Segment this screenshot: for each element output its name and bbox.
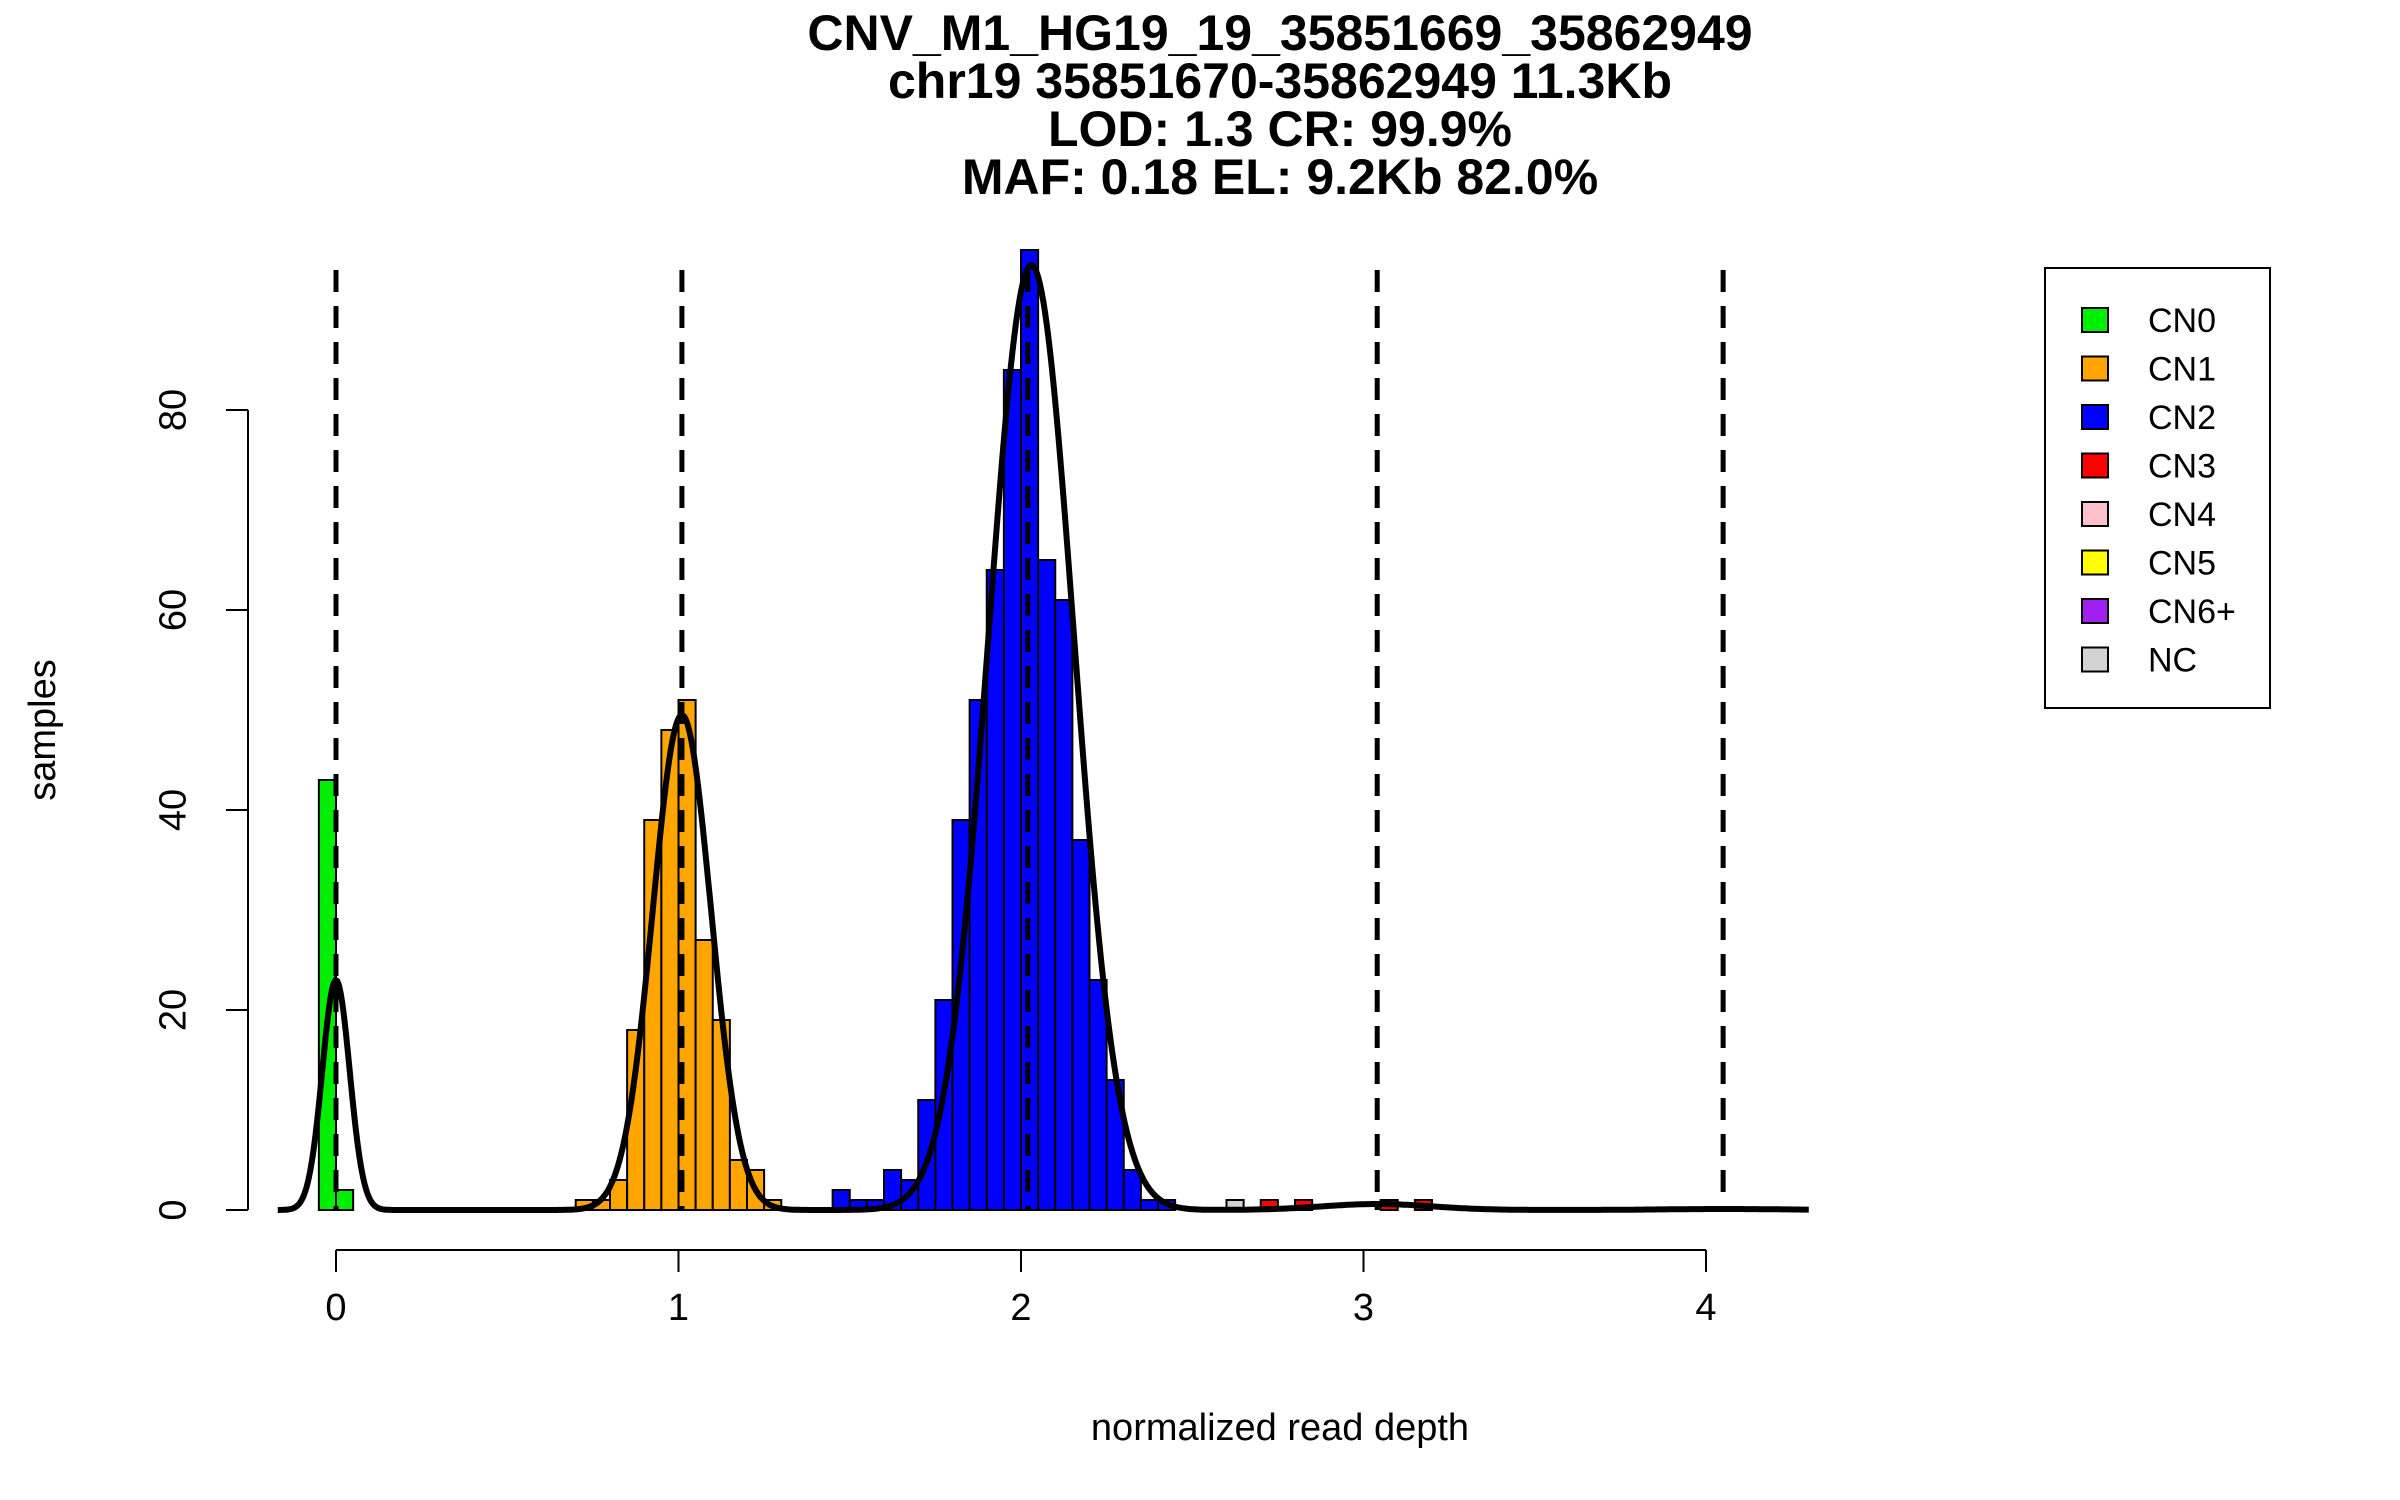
y-tick-label-60: 60 (152, 589, 194, 631)
bar-cn2 (1122, 1169, 1142, 1211)
x-tick-label-3: 3 (1353, 1287, 1374, 1329)
title-line-4: MAF: 0.18 EL: 9.2Kb 82.0% (962, 149, 1598, 205)
legend-swatch-cn0 (2081, 307, 2109, 333)
y-tick-label-80: 80 (152, 389, 194, 431)
mixture-fit-curve (277, 261, 1809, 1213)
x-tick-label-0: 0 (325, 1287, 346, 1329)
legend-swatch-nc (2081, 646, 2109, 673)
x-tick-label-2: 2 (1010, 1287, 1031, 1329)
bar-cn2 (1002, 369, 1022, 1211)
legend-swatch-cn5 (2081, 549, 2109, 576)
bar-cn2 (1037, 559, 1057, 1211)
bar-cn2 (985, 569, 1005, 1211)
x-axis-label: normalized read depth (1091, 1407, 1469, 1449)
legend-swatch-cn2 (2081, 404, 2109, 430)
legend-box (2044, 267, 2271, 709)
legend-label-cn1: CN1 (2148, 351, 2216, 389)
y-tick-label-40: 40 (152, 789, 194, 831)
bar-cn1 (694, 939, 714, 1211)
y-tick-label-0: 0 (152, 1199, 194, 1220)
legend-swatch-cn1 (2081, 355, 2109, 382)
legend-label-cn3: CN3 (2148, 448, 2216, 486)
x-tick-label-1: 1 (668, 1287, 689, 1329)
legend-swatch-cn3 (2081, 452, 2109, 479)
histogram-bars (317, 249, 1433, 1211)
legend-swatch-cn4 (2081, 501, 2109, 527)
legend-label-cn2: CN2 (2148, 399, 2216, 437)
bar-cn0 (335, 1189, 355, 1211)
legend: CN0 CN1 CN2 CN3 CN4 CN5 CN6+ NC (2044, 267, 2271, 709)
legend-label-cn6plus: CN6+ (2148, 593, 2236, 631)
y-tick-label-20: 20 (152, 989, 194, 1031)
fit-curves (277, 261, 1809, 1213)
bar-cn2 (1071, 839, 1091, 1211)
legend-label-nc: NC (2148, 642, 2197, 680)
bar-cn2 (1054, 599, 1074, 1211)
x-tick-label-4: 4 (1695, 1287, 1716, 1329)
axes: 0 20 40 60 80 0 1 2 3 4 (152, 389, 1716, 1329)
title-line-3: LOD: 1.3 CR: 99.9% (1048, 101, 1512, 157)
cn-mean-lines (333, 270, 1726, 1210)
bar-cn2 (1088, 979, 1108, 1211)
legend-label-cn0: CN0 (2148, 302, 2216, 340)
legend-swatch-cn6plus (2081, 598, 2109, 624)
title-line-1: CNV_M1_HG19_19_35851669_35862949 (807, 5, 1752, 61)
title-line-2: chr19 35851670-35862949 11.3Kb (888, 53, 1672, 109)
legend-label-cn5: CN5 (2148, 545, 2216, 583)
y-axis-label: samples (22, 659, 64, 801)
bar-cn2 (1139, 1199, 1159, 1211)
legend-label-cn4: CN4 (2148, 496, 2216, 534)
